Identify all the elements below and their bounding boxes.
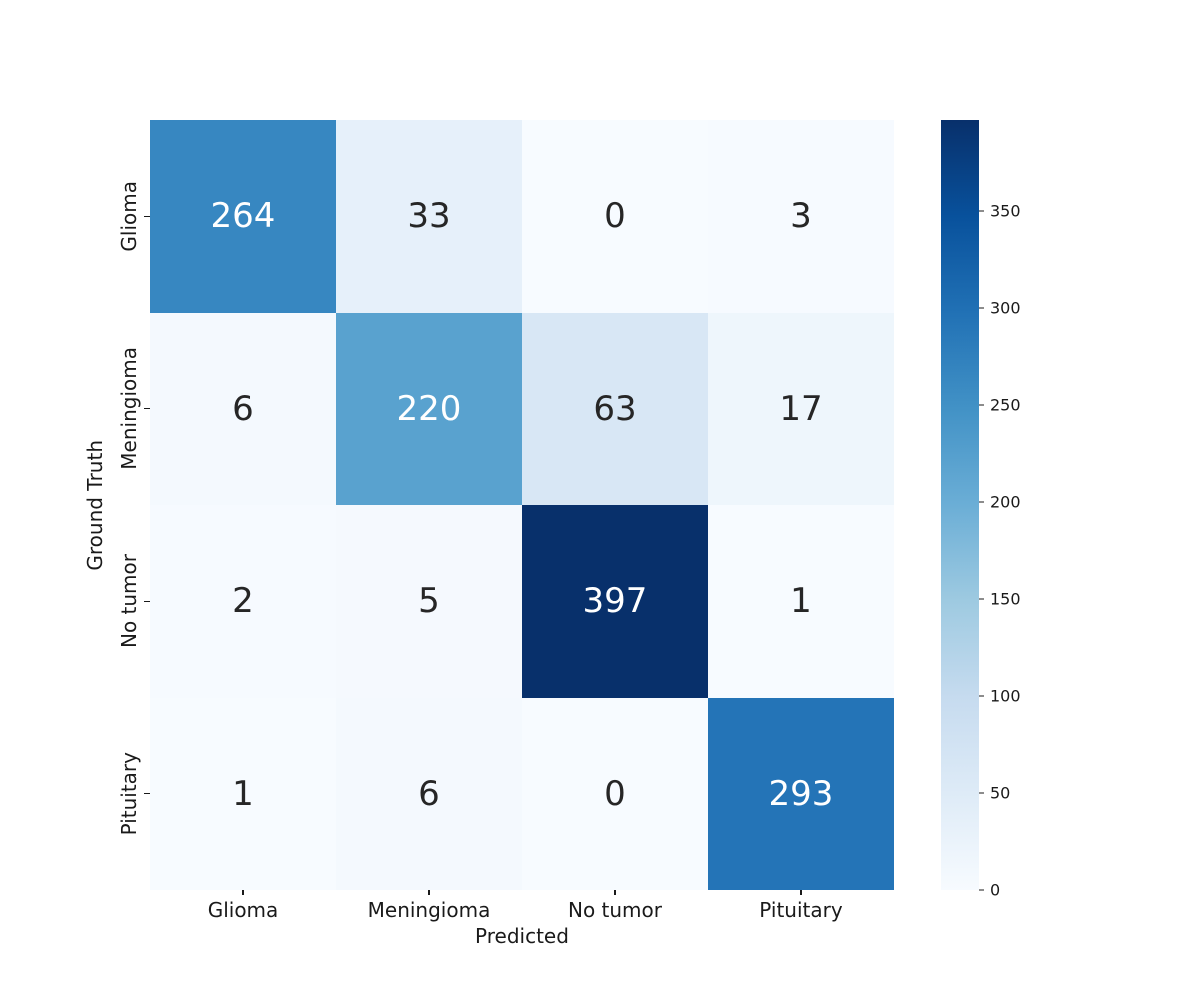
colorbar-tick: 350: [979, 202, 1021, 221]
colorbar-tick: 300: [979, 299, 1021, 318]
colorbar-tick-label: 50: [990, 783, 1011, 803]
colorbar-tick-label: 300: [990, 298, 1021, 318]
tick-mark: [242, 890, 244, 895]
colorbar-tick: 100: [979, 687, 1021, 706]
colorbar-tick: 200: [979, 493, 1021, 512]
colorbar-tick-label: 250: [990, 395, 1021, 415]
tick-mark: [614, 890, 616, 895]
x-tick-label: Glioma: [207, 898, 279, 922]
matrix-cell: 397: [522, 505, 708, 698]
tick-mark: [144, 215, 150, 217]
tick-mark: [979, 695, 984, 697]
matrix-cell: 6: [336, 697, 522, 890]
matrix-cell: 0: [522, 697, 708, 890]
colorbar-tick: 150: [979, 590, 1021, 609]
colorbar-tick-label: 0: [990, 880, 1001, 900]
y-tick-meningioma: Meningioma: [100, 313, 150, 506]
colorbar-tick-label: 100: [990, 686, 1021, 706]
tick-mark: [800, 890, 802, 895]
matrix-cell: 1: [708, 505, 894, 698]
x-tick-label: Pituitary: [759, 898, 843, 922]
x-tick-pituitary: Pituitary: [708, 890, 894, 922]
matrix-cell: 220: [336, 312, 522, 505]
tick-mark: [144, 793, 150, 795]
y-tick-no-tumor: No tumor: [100, 505, 150, 698]
colorbar-gradient: [941, 120, 979, 890]
tick-mark: [144, 600, 150, 602]
x-tick-glioma: Glioma: [150, 890, 336, 922]
x-tick-no-tumor: No tumor: [522, 890, 708, 922]
matrix-cell: 33: [336, 120, 522, 313]
tick-mark: [979, 792, 984, 794]
matrix-cell: 6: [150, 312, 336, 505]
x-tick-meningioma: Meningioma: [336, 890, 522, 922]
matrix-cell: 293: [708, 697, 894, 890]
colorbar-tick: 250: [979, 396, 1021, 415]
matrix-cell: 2: [150, 505, 336, 698]
tick-mark: [979, 210, 984, 212]
matrix-cell: 1: [150, 697, 336, 890]
tick-mark: [979, 404, 984, 406]
tick-mark: [979, 501, 984, 503]
x-tick-label: Meningioma: [367, 898, 491, 922]
matrix-cell: 17: [708, 312, 894, 505]
colorbar-tick: 0: [979, 881, 1000, 900]
tick-mark: [979, 307, 984, 309]
tick-mark: [428, 890, 430, 895]
colorbar-tick: 50: [979, 784, 1010, 803]
y-tick-pituitary: Pituitary: [100, 698, 150, 891]
matrix-cell: 0: [522, 120, 708, 313]
y-tick-label: Glioma: [117, 180, 141, 252]
tick-mark: [144, 408, 150, 410]
matrix-cell: 264: [150, 120, 336, 313]
tick-mark: [979, 598, 984, 600]
colorbar-tick-label: 350: [990, 201, 1021, 221]
matrix-cell: 3: [708, 120, 894, 313]
y-tick-label: Meningioma: [117, 347, 141, 471]
x-axis-title: Predicted: [475, 924, 569, 948]
matrix-cell: 5: [336, 505, 522, 698]
y-tick-glioma: Glioma: [100, 120, 150, 313]
tick-mark: [979, 889, 984, 891]
x-tick-label: No tumor: [567, 898, 662, 922]
y-tick-label: Pituitary: [117, 752, 141, 836]
colorbar-tick-label: 200: [990, 492, 1021, 512]
colorbar-tick-label: 150: [990, 589, 1021, 609]
matrix-cell: 63: [522, 312, 708, 505]
y-tick-label: No tumor: [117, 554, 141, 649]
heatmap-grid: 264 33 0 3 6 220 63 17 2 5 397 1 1 6 0 2…: [150, 120, 894, 890]
